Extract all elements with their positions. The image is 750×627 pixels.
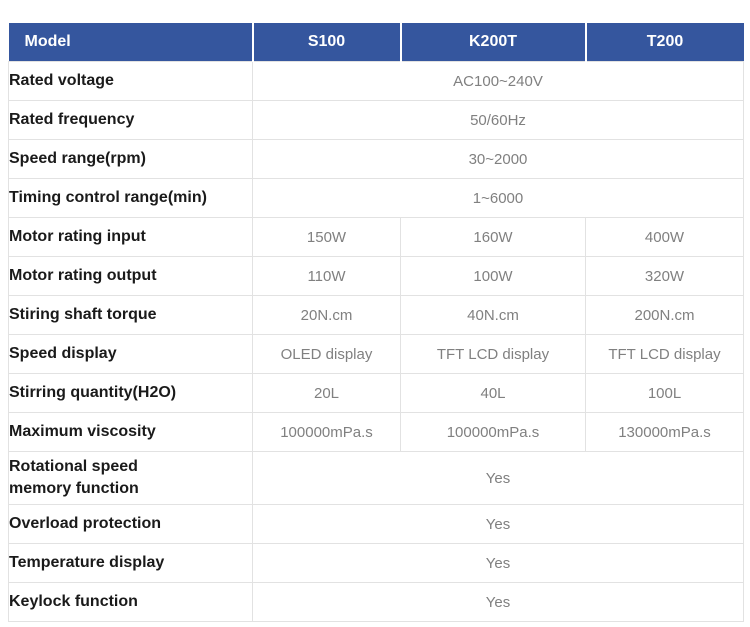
row-value: 100L — [585, 373, 744, 413]
row-label: Rated voltage — [8, 61, 253, 101]
row-value-spanned: AC100~240V — [252, 61, 744, 101]
row-value: 40N.cm — [400, 295, 586, 335]
table-row: Speed display OLED display TFT LCD display… — [8, 334, 744, 374]
table-row: Temperature display Yes — [8, 543, 744, 583]
table-row: Motor rating output 110W 100W 320W — [8, 256, 744, 296]
row-value: 20L — [252, 373, 401, 413]
row-label: Overload protection — [8, 504, 253, 544]
row-value: 40L — [400, 373, 586, 413]
table-row: Overload protection Yes — [8, 504, 744, 544]
row-value: 130000mPa.s — [585, 412, 744, 452]
row-value: 160W — [400, 217, 586, 257]
row-value: 100000mPa.s — [400, 412, 586, 452]
table-row: Motor rating input 150W 160W 400W — [8, 217, 744, 257]
spec-table: Model S100 K200T T200 Rated voltage AC100… — [8, 23, 744, 622]
row-label: Motor rating output — [8, 256, 253, 296]
row-label: Maximum viscosity — [8, 412, 253, 452]
table-row: Timing control range(min) 1~6000 — [8, 178, 744, 218]
row-value: TFT LCD display — [400, 334, 586, 374]
row-label: Rated frequency — [8, 100, 253, 140]
row-value: TFT LCD display — [585, 334, 744, 374]
row-label: Speed range(rpm) — [8, 139, 253, 179]
row-value-spanned: 30~2000 — [252, 139, 744, 179]
table-row: Rotational speed memory function Yes — [8, 451, 744, 505]
header-column-t200: T200 — [584, 23, 744, 62]
spec-table-body: Rated voltage AC100~240V Rated frequency 50… — [8, 61, 744, 622]
row-value: 320W — [585, 256, 744, 296]
table-row: Rated frequency 50/60Hz — [8, 100, 744, 140]
row-value: 400W — [585, 217, 744, 257]
row-label: Rotational speed memory function — [8, 451, 253, 505]
row-value: 110W — [252, 256, 401, 296]
header-column-s100: S100 — [251, 23, 401, 62]
row-value: 100W — [400, 256, 586, 296]
table-row: Stiring shaft torque 20N.cm 40N.cm 200N.cm — [8, 295, 744, 335]
row-label: Timing control range(min) — [8, 178, 253, 218]
spec-table-header: Model S100 K200T T200 — [8, 23, 744, 62]
table-row: Speed range(rpm) 30~2000 — [8, 139, 744, 179]
row-value: 100000mPa.s — [252, 412, 401, 452]
row-value-spanned: Yes — [252, 504, 744, 544]
row-value: 20N.cm — [252, 295, 401, 335]
row-label: Speed display — [8, 334, 253, 374]
row-label: Stirring quantity(H2O) — [8, 373, 253, 413]
row-label: Motor rating input — [8, 217, 253, 257]
row-value-spanned: Yes — [252, 543, 744, 583]
table-row: Rated voltage AC100~240V — [8, 61, 744, 101]
table-row: Keylock function Yes — [8, 582, 744, 622]
header-column-k200t: K200T — [399, 23, 586, 62]
row-value: 200N.cm — [585, 295, 744, 335]
table-row: Stirring quantity(H2O) 20L 40L 100L — [8, 373, 744, 413]
header-row: Model S100 K200T T200 — [8, 23, 744, 62]
row-value: OLED display — [252, 334, 401, 374]
header-model-label: Model — [8, 23, 253, 62]
row-value-spanned: Yes — [252, 582, 744, 622]
row-label: Temperature display — [8, 543, 253, 583]
table-row: Maximum viscosity 100000mPa.s 100000mPa.s 1… — [8, 412, 744, 452]
row-label: Keylock function — [8, 582, 253, 622]
row-value: 150W — [252, 217, 401, 257]
row-value-spanned: Yes — [252, 451, 744, 505]
spec-table-container: Model S100 K200T T200 Rated voltage AC100… — [8, 23, 744, 622]
row-value-spanned: 1~6000 — [252, 178, 744, 218]
row-value-spanned: 50/60Hz — [252, 100, 744, 140]
row-label: Stiring shaft torque — [8, 295, 253, 335]
